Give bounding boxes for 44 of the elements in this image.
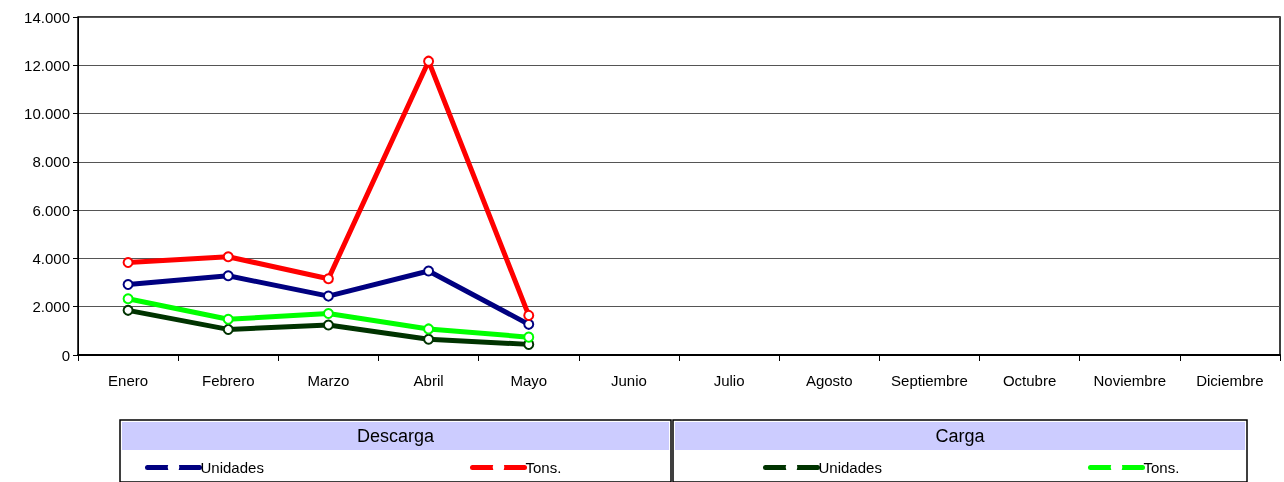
point [523, 309, 535, 321]
legend-label: Unidades [818, 459, 882, 476]
legend-label: Unidades [200, 459, 264, 476]
point [423, 333, 435, 345]
x-tick-label: Enero [108, 372, 149, 389]
point [222, 251, 234, 263]
x-tick-label: Marzo [307, 372, 350, 389]
x-tick-label: Febrero [201, 372, 255, 389]
point [322, 290, 334, 302]
legend-label: Tons. [525, 459, 562, 476]
point [122, 257, 134, 269]
x-tick-label: Julio [713, 372, 745, 389]
point [523, 318, 535, 330]
text: Carga [935, 426, 986, 446]
point [523, 331, 535, 343]
y-tick-label: 8.000 [32, 153, 70, 171]
y-tick-label: 0 [61, 346, 70, 364]
x-tick-label: Mayo [510, 372, 548, 389]
x-tick-label: Diciembre [1196, 372, 1264, 389]
x-tick-label: Septiembre [891, 372, 968, 389]
x-tick-label: Octubre [1002, 372, 1057, 389]
y-tick-label: 2.000 [32, 298, 70, 316]
point [222, 270, 234, 282]
y-tick-label: 12.000 [24, 56, 70, 74]
point [423, 323, 435, 335]
x-tick-label: Agosto [805, 372, 853, 389]
point [322, 307, 334, 319]
y-tick-label: 4.000 [32, 249, 70, 267]
x-tick-label: Abril [413, 372, 444, 389]
point [423, 265, 435, 277]
x-tick-label: Noviembre [1093, 372, 1167, 389]
point [122, 279, 134, 290]
point [322, 319, 334, 331]
point [122, 304, 134, 316]
point [122, 293, 134, 305]
point [322, 273, 334, 285]
text: Descarga [356, 426, 435, 446]
point [222, 313, 234, 325]
point [222, 323, 234, 335]
y-tick-label: 14.000 [24, 8, 70, 26]
legend-label: Tons. [1143, 459, 1180, 476]
x-tick-label: Junio [610, 372, 647, 389]
y-tick-label: 10.000 [24, 105, 70, 123]
y-tick-label: 6.000 [32, 201, 70, 219]
